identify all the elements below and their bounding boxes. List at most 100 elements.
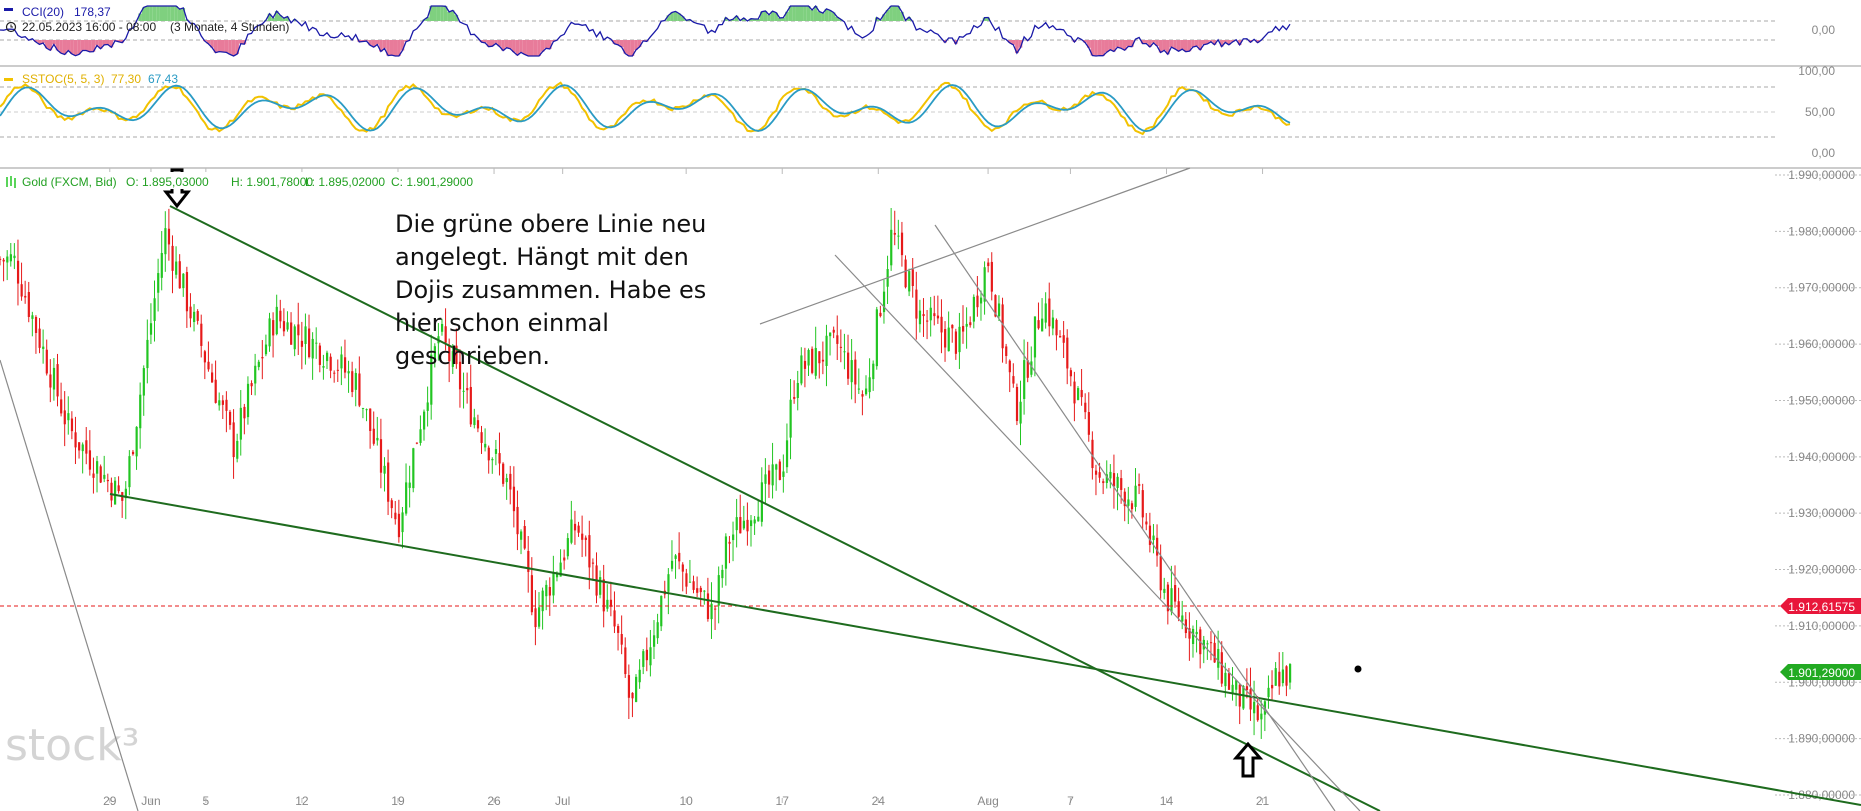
- candle-body: [512, 486, 516, 512]
- candle-body: [681, 564, 684, 572]
- x-tick-label: 24: [872, 794, 886, 808]
- trend-line-lower: [109, 493, 1861, 806]
- candle-body: [1055, 319, 1058, 336]
- candle-body: [843, 351, 846, 353]
- candle-body: [110, 482, 113, 501]
- x-tick-label: 14: [1160, 794, 1174, 808]
- candle-body: [142, 368, 145, 396]
- candle-body: [868, 377, 871, 393]
- candle-body: [972, 296, 975, 322]
- candle-body: [419, 429, 422, 443]
- annotation-line-3: Dojis zusammen. Habe es: [395, 276, 706, 304]
- watermark: stock³: [5, 720, 139, 771]
- candle-body: [714, 608, 717, 610]
- candle-body: [1235, 680, 1238, 690]
- candle-body: [336, 369, 339, 371]
- x-axis: 29 Jun 5 12 19 26 Jul 10 17 24 Aug 7 14 21: [103, 168, 1270, 808]
- candle-body: [674, 555, 677, 559]
- y-tick-label: 1.930,00000: [1788, 506, 1855, 520]
- candle-body: [609, 599, 613, 607]
- candle-body: [638, 669, 641, 683]
- candle-body: [207, 361, 210, 370]
- candle-body: [721, 569, 724, 579]
- candle-body: [987, 262, 990, 267]
- x-tick-label: Jun: [141, 794, 160, 808]
- candle-body: [1127, 499, 1130, 506]
- candle-body: [864, 388, 868, 395]
- x-tick-label: 26: [487, 794, 501, 808]
- candle-body: [904, 259, 907, 288]
- candle-body: [951, 324, 954, 329]
- x-tick-label: 19: [391, 794, 405, 808]
- y-tick-label: 1.950,00000: [1788, 393, 1855, 407]
- candle-body: [308, 328, 311, 358]
- candle-body: [31, 315, 34, 319]
- candle-body: [908, 271, 911, 292]
- candle-body: [1249, 689, 1252, 710]
- candle-body: [724, 536, 728, 569]
- candle-body: [175, 261, 178, 275]
- stoch-d-line: [0, 84, 1291, 133]
- candle-body: [113, 480, 117, 505]
- candle-body: [1217, 648, 1220, 668]
- marker-dot: [1354, 665, 1362, 673]
- candle-body: [157, 273, 160, 293]
- candle-body: [498, 453, 501, 464]
- candle-body: [728, 541, 731, 544]
- candle-body: [0, 258, 2, 260]
- candle-body: [911, 269, 914, 287]
- candle-body: [1112, 473, 1116, 487]
- candle-icon: [6, 176, 16, 188]
- candle-body: [703, 590, 706, 592]
- candle-body: [1177, 601, 1180, 617]
- candle-body: [696, 588, 699, 593]
- clock-icon: [5, 21, 17, 33]
- candle-body: [570, 519, 573, 543]
- candle-body: [131, 451, 135, 455]
- candle-body: [146, 339, 149, 369]
- candle-body: [405, 482, 408, 514]
- candle-body: [534, 608, 537, 628]
- candle-body: [548, 587, 551, 596]
- candle-body: [746, 519, 749, 532]
- candle-body: [606, 599, 609, 609]
- candle-body: [99, 466, 102, 483]
- candle-body: [171, 245, 174, 271]
- candle-body: [304, 326, 307, 345]
- candle-body: [1281, 669, 1285, 684]
- candle-body: [264, 344, 268, 355]
- candle-body: [6, 256, 9, 263]
- annotation-line-4: hier schon einmal: [395, 309, 609, 337]
- x-tick-label: Aug: [977, 794, 998, 808]
- candle-body: [965, 323, 968, 327]
- candle-body: [1231, 684, 1234, 693]
- candle-body: [1023, 360, 1026, 399]
- candle-body: [803, 360, 807, 369]
- trend-line-upper: [169, 205, 1381, 811]
- candle-body: [239, 407, 242, 440]
- y-tick-label: 1.990,00000: [1788, 168, 1855, 182]
- x-tick-label: 7: [1067, 794, 1074, 808]
- candle-body: [796, 383, 799, 398]
- candle-body: [1181, 615, 1184, 622]
- candle-body: [976, 295, 979, 308]
- candle-body: [433, 346, 436, 361]
- candle-body: [789, 399, 792, 438]
- candle-body: [52, 367, 56, 390]
- candle-body: [354, 372, 357, 390]
- candle-body: [559, 562, 562, 577]
- candle-body: [106, 479, 109, 482]
- candle-body: [620, 634, 623, 645]
- y-tick-label: 1.980,00000: [1788, 224, 1855, 238]
- candle-body: [1069, 370, 1073, 377]
- stoch-axis-100: 100,00: [1798, 64, 1835, 78]
- stoch-axis-50: 50,00: [1805, 105, 1835, 119]
- candle-body: [509, 473, 512, 490]
- candle-body: [1141, 490, 1144, 518]
- candle-body: [1227, 673, 1231, 690]
- candle-body: [742, 520, 746, 529]
- candle-body: [933, 313, 936, 317]
- ohlc-close: C: 1.901,29000: [391, 175, 473, 189]
- cci-panel: 0,00 CCI(20) 178,37 22.05.2023 16:00 - 0…: [0, 4, 1835, 57]
